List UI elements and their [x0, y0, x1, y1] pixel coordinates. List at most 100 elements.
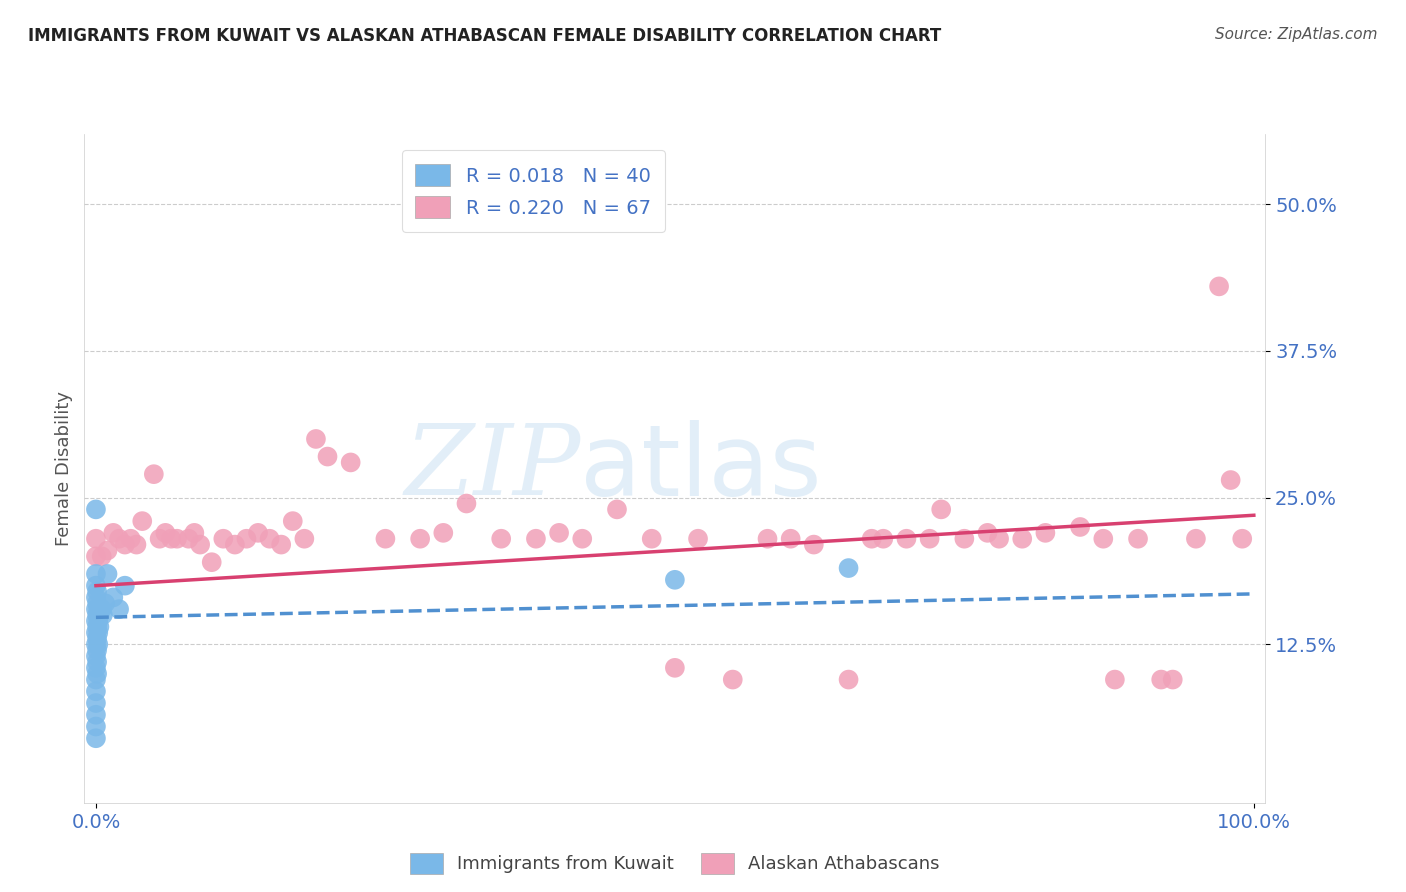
Point [664, 661, 686, 675]
Point [235, 532, 257, 546]
Point [89, 607, 111, 622]
Point [756, 532, 779, 546]
Point [489, 532, 512, 546]
Text: atlas: atlas [581, 420, 823, 516]
Point [94, 596, 117, 610]
Point [339, 455, 361, 469]
Point [84, 591, 107, 605]
Point [409, 532, 432, 546]
Point [721, 673, 744, 687]
Point [120, 532, 142, 546]
Point [803, 538, 825, 552]
Point [86, 596, 108, 610]
Point [149, 532, 172, 546]
Point [90, 602, 112, 616]
Point [84, 684, 107, 698]
Point [114, 538, 136, 552]
Point [86, 607, 108, 622]
Point [524, 532, 547, 546]
Point [108, 532, 131, 546]
Point [84, 649, 107, 664]
Point [84, 661, 107, 675]
Point [1126, 532, 1149, 546]
Point [247, 525, 270, 540]
Point [86, 655, 108, 669]
Point [125, 538, 148, 552]
Point [160, 532, 183, 546]
Point [860, 532, 883, 546]
Point [1161, 673, 1184, 687]
Point [929, 502, 952, 516]
Point [84, 696, 107, 710]
Point [1035, 525, 1057, 540]
Text: IMMIGRANTS FROM KUWAIT VS ALASKAN ATHABASCAN FEMALE DISABILITY CORRELATION CHART: IMMIGRANTS FROM KUWAIT VS ALASKAN ATHABA… [28, 27, 942, 45]
Point [90, 602, 112, 616]
Point [1150, 673, 1173, 687]
Point [664, 573, 686, 587]
Point [872, 532, 894, 546]
Point [1208, 279, 1230, 293]
Point [316, 450, 339, 464]
Point [988, 532, 1011, 546]
Point [953, 532, 976, 546]
Point [432, 525, 454, 540]
Point [86, 666, 108, 681]
Point [166, 532, 188, 546]
Point [131, 514, 153, 528]
Point [281, 514, 304, 528]
Point [103, 525, 125, 540]
Point [201, 555, 224, 569]
Point [84, 532, 107, 546]
Point [779, 532, 801, 546]
Point [86, 584, 108, 599]
Point [86, 620, 108, 634]
Point [87, 614, 110, 628]
Point [270, 538, 292, 552]
Point [90, 549, 112, 564]
Point [686, 532, 709, 546]
Point [548, 525, 571, 540]
Text: ZIP: ZIP [404, 421, 581, 516]
Point [89, 620, 111, 634]
Point [1104, 673, 1126, 687]
Point [84, 673, 107, 687]
Point [188, 538, 211, 552]
Point [838, 673, 860, 687]
Point [96, 543, 118, 558]
Point [177, 532, 200, 546]
Point [87, 602, 110, 616]
Text: Source: ZipAtlas.com: Source: ZipAtlas.com [1215, 27, 1378, 42]
Point [103, 591, 125, 605]
Point [1092, 532, 1115, 546]
Point [1232, 532, 1254, 546]
Point [838, 561, 860, 575]
Point [896, 532, 918, 546]
Point [976, 525, 998, 540]
Point [918, 532, 941, 546]
Point [155, 525, 177, 540]
Legend: Immigrants from Kuwait, Alaskan Athabascans: Immigrants from Kuwait, Alaskan Athabasc… [404, 846, 946, 880]
Point [305, 432, 328, 446]
Point [84, 719, 107, 733]
Point [1069, 520, 1091, 534]
Point [183, 525, 205, 540]
Point [84, 731, 107, 746]
Point [84, 602, 107, 616]
Point [1185, 532, 1208, 546]
Y-axis label: Female Disability: Female Disability [55, 391, 73, 546]
Point [374, 532, 396, 546]
Point [114, 579, 136, 593]
Point [87, 625, 110, 640]
Point [108, 602, 131, 616]
Point [292, 532, 315, 546]
Point [86, 632, 108, 646]
Point [606, 502, 628, 516]
Point [91, 607, 114, 622]
Point [84, 625, 107, 640]
Point [224, 538, 246, 552]
Point [96, 566, 118, 581]
Point [456, 496, 478, 510]
Point [84, 579, 107, 593]
Point [84, 549, 107, 564]
Point [84, 614, 107, 628]
